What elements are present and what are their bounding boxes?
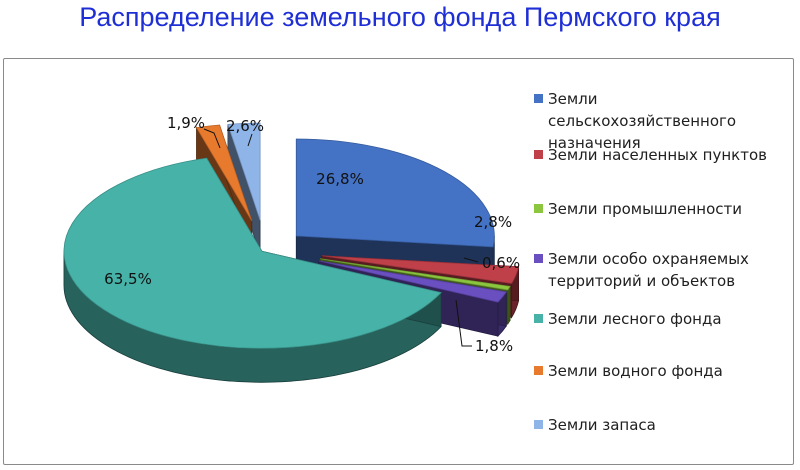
legend: Земли сельскохозяйственного назначения З… — [530, 88, 790, 438]
legend-label: Земли запаса — [548, 416, 656, 434]
data-label: 1,9% — [167, 114, 205, 132]
pie-slice — [321, 255, 520, 284]
data-label: 2,6% — [226, 117, 264, 135]
data-label: 63,5% — [104, 270, 152, 288]
chart-title: Распределение земельного фонда Пермского… — [79, 2, 721, 32]
data-label: 26,8% — [316, 170, 364, 188]
data-label: 2,8% — [474, 213, 512, 231]
pie-slice — [227, 122, 261, 221]
data-label-leader — [463, 257, 479, 263]
legend-swatch — [534, 150, 543, 159]
legend-item-settlements: Земли населенных пунктов — [530, 144, 790, 198]
legend-label: Земли промышленности — [548, 200, 742, 218]
legend-item-agricultural: Земли сельскохозяйственного назначения — [530, 88, 790, 152]
legend-label: Земли лесного фонда — [548, 310, 722, 328]
data-label-leader — [247, 133, 253, 147]
pie-slice — [318, 260, 508, 303]
legend-item-protected: Земли особо охраняемых территорий и объе… — [530, 248, 790, 308]
pie-slice — [63, 157, 442, 349]
legend-swatch — [534, 94, 543, 103]
legend-swatch — [534, 314, 543, 323]
legend-label: Земли населенных пунктов — [548, 146, 767, 164]
legend-swatch — [534, 254, 543, 263]
pie-tops — [63, 122, 520, 349]
legend-item-reserve: Земли запаса — [530, 414, 790, 438]
pie-slice — [320, 258, 511, 291]
legend-item-water: Земли водного фонда — [530, 360, 790, 414]
legend-item-forest: Земли лесного фонда — [530, 308, 790, 360]
legend-label: Земли сельскохозяйственного назначения — [548, 90, 737, 152]
legend-label: Земли водного фонда — [548, 362, 723, 380]
legend-swatch — [534, 366, 543, 375]
legend-swatch — [534, 204, 543, 213]
pie-labels: 26,8% 2,8% 0,6% 1,8% 63,5% 1,9% 2,6% — [104, 114, 520, 355]
pie-slice — [295, 138, 495, 248]
pie-slice — [195, 124, 253, 221]
legend-label: Земли особо охраняемых территорий и объе… — [548, 250, 749, 290]
data-label-leader — [203, 128, 221, 149]
data-label: 0,6% — [482, 254, 520, 272]
legend-swatch — [534, 420, 543, 429]
data-label-leader — [455, 299, 472, 347]
data-label: 1,8% — [475, 337, 513, 355]
legend-item-industry: Земли промышленности — [530, 198, 790, 248]
